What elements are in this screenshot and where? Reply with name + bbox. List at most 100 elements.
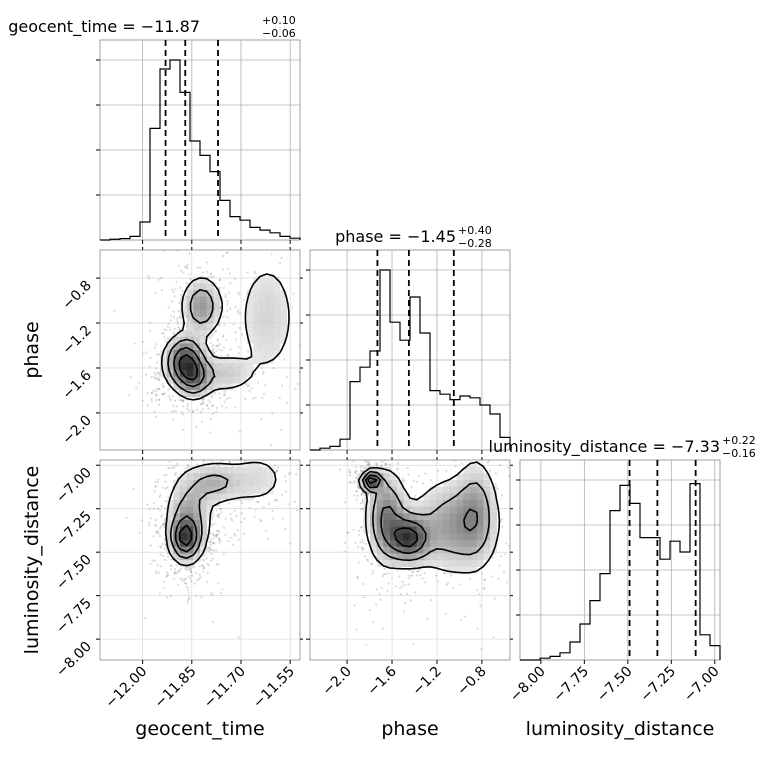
scatter-point xyxy=(497,577,500,580)
density-cell xyxy=(376,540,384,547)
scatter-point xyxy=(486,461,489,464)
hist-panel-luminosity-distance: luminosity_distance = −7.33 +0.22 −0.16 xyxy=(489,434,756,664)
scatter-point xyxy=(360,470,363,473)
density-cell xyxy=(180,473,187,481)
scatter-point xyxy=(213,522,216,525)
scatter-point xyxy=(500,518,503,521)
scatter-point xyxy=(186,463,189,467)
scatter-point xyxy=(339,468,342,471)
density-cell xyxy=(253,316,261,324)
scatter-point xyxy=(221,460,224,462)
scatter-point xyxy=(194,571,197,574)
scatter-point xyxy=(362,429,364,431)
scatter-point xyxy=(215,349,218,352)
scatter-point xyxy=(289,542,292,545)
density-cell xyxy=(463,560,471,567)
scatter-point xyxy=(208,337,212,340)
density-cell xyxy=(470,473,477,481)
histogram-phase xyxy=(310,269,511,451)
scatter-point xyxy=(481,572,484,575)
density-cell xyxy=(436,540,444,547)
scatter-point xyxy=(209,401,212,404)
scatter-point xyxy=(500,494,504,497)
density-cell xyxy=(200,466,207,474)
density-cell xyxy=(280,303,287,311)
scatter-point xyxy=(181,399,185,402)
scatter-point xyxy=(260,418,263,421)
density-cell xyxy=(456,493,464,501)
density-cell xyxy=(240,480,247,487)
density-cell xyxy=(416,526,424,534)
scatter-point xyxy=(223,323,226,326)
density-cell xyxy=(246,466,254,474)
density-cell xyxy=(483,513,491,521)
scatter-point xyxy=(211,593,214,596)
density-cell xyxy=(436,493,444,501)
density-cell xyxy=(266,343,274,351)
scatter-point xyxy=(163,336,166,339)
scatter-point xyxy=(414,591,417,594)
scatter-point xyxy=(210,276,213,279)
density-cell xyxy=(260,486,267,494)
density-cell xyxy=(383,560,391,567)
scatter-point xyxy=(224,295,227,298)
scatter-point xyxy=(240,333,244,336)
scatter-point xyxy=(221,180,223,182)
scatter-point xyxy=(167,467,170,470)
density-cell xyxy=(383,533,391,541)
density-cell xyxy=(450,560,457,567)
scatter-point xyxy=(275,451,277,453)
scatter-point xyxy=(404,583,407,586)
scatter-point xyxy=(186,568,189,572)
scatter-point xyxy=(361,501,364,504)
scatter-point xyxy=(192,439,194,441)
density-cell xyxy=(456,560,464,567)
density-cell xyxy=(206,290,214,297)
density-cell xyxy=(193,336,201,344)
histogram-luminosity-distance xyxy=(520,483,721,661)
scatter-point xyxy=(188,575,191,578)
scatter-point xyxy=(183,451,185,453)
density-cell xyxy=(463,500,471,507)
scatter-point xyxy=(267,502,271,506)
density-cell xyxy=(186,343,194,351)
scatter-point xyxy=(497,487,500,490)
density-cell xyxy=(213,370,221,377)
scatter-point xyxy=(195,426,198,429)
scatter-point xyxy=(146,503,149,506)
scatter-point xyxy=(218,541,221,544)
scatter-point xyxy=(511,561,513,563)
scatter-point xyxy=(314,397,316,399)
density-cell xyxy=(260,290,267,297)
scatter-point xyxy=(132,487,135,491)
density-cell xyxy=(240,363,247,371)
density-cell xyxy=(383,486,391,494)
contour-level xyxy=(160,273,290,401)
scatter-point xyxy=(161,392,164,395)
scatter-point xyxy=(263,384,266,387)
density-cell xyxy=(463,513,471,521)
density-cell xyxy=(240,356,247,364)
scatter-point xyxy=(155,361,159,364)
density-cell xyxy=(390,480,397,487)
density-cell xyxy=(423,533,431,541)
density-cell xyxy=(193,520,201,527)
scatter-point xyxy=(240,502,244,505)
scatter-point xyxy=(305,494,307,496)
density-cell xyxy=(390,540,397,547)
density-cell xyxy=(240,376,247,384)
density-cell xyxy=(173,383,181,391)
scatter-point xyxy=(222,268,225,271)
density-cell xyxy=(253,486,261,494)
scatter-point xyxy=(384,462,387,465)
scatter-point xyxy=(162,385,165,388)
density-cell xyxy=(220,466,227,474)
density-cell xyxy=(463,506,471,514)
density-cell xyxy=(443,560,451,567)
scatter-point xyxy=(156,371,159,374)
scatter-point xyxy=(363,460,366,462)
density-cell xyxy=(423,506,431,514)
density-cell xyxy=(370,533,377,541)
scatter-point xyxy=(154,346,157,349)
scatter-point xyxy=(150,376,153,379)
